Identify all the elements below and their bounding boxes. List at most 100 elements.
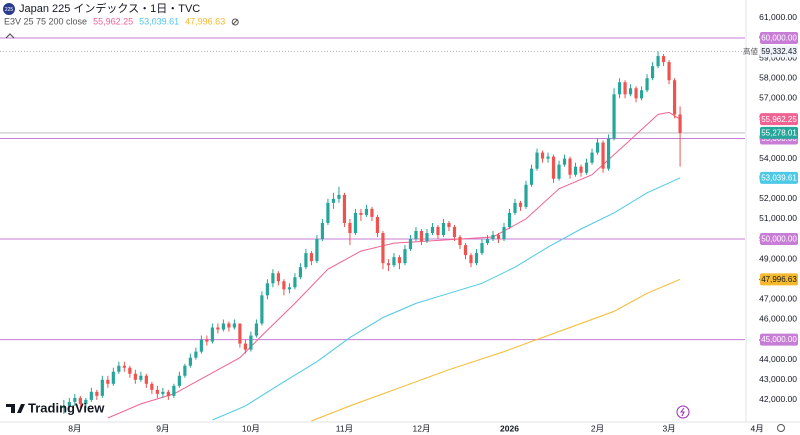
candle-body [276,273,281,282]
candle-body [579,166,583,173]
candle-body [298,267,303,278]
candle-body [95,391,99,396]
candle-body [243,343,247,350]
candle-body [353,212,358,234]
candle-body [111,371,115,384]
candle-body [359,212,363,215]
y-tick-label: 51,000.00 [759,213,797,223]
logo-text: TradingView [28,400,105,415]
chart-title[interactable]: Japan 225 インデックス・1日・TVC [19,1,200,15]
y-tick-label: 42,000.00 [759,394,797,404]
candle-body [595,142,600,153]
candle-body [144,375,148,384]
candle-body [628,88,633,95]
candle-body [584,162,589,173]
y-tick-label: 49,000.00 [759,253,797,263]
y-tick-label: 43,000.00 [759,374,797,384]
candle-body [375,216,380,234]
high-label: 59,332.43 [761,47,797,56]
moving-average-line [212,177,681,421]
study-value: 47,996.63 [185,16,225,26]
price-tags: 60,000.0055,000.0050,000.0045,000.0055,9… [743,31,798,346]
x-tick-label: 4月 [750,423,763,433]
candle-body [480,243,484,254]
y-tick-label: 54,000.00 [759,153,797,163]
candle-body [645,78,649,91]
candle-body [485,239,490,244]
candle-body [414,231,418,240]
candle-body [590,152,594,163]
candle-body [133,373,137,380]
candle-body [491,235,495,240]
candle-body [78,397,82,404]
candle-body [254,323,259,336]
candle-body [447,222,451,227]
candle-body [469,255,473,264]
study-label[interactable]: E3V 25 75 200 close [4,16,87,26]
hide-button[interactable] [231,18,239,26]
candle-body [634,88,638,99]
study-value: 53,039.61 [139,16,179,26]
candle-body [221,323,225,330]
hide-button-slash [232,19,239,25]
candle-body [546,156,550,159]
candle-body [331,198,336,203]
candle-body [67,401,71,406]
candle-body [117,365,121,372]
candle-body [650,66,655,79]
candle-body [161,391,165,394]
candle-body [348,222,352,234]
candle-body [326,202,330,223]
alert-button[interactable] [676,405,690,419]
candle-body [535,152,539,169]
settings-button[interactable] [777,424,785,432]
candle-body [194,351,198,358]
candle-body [150,383,154,390]
candle-body [617,82,622,95]
candle-body [287,287,292,290]
candle-body [62,405,66,408]
candle-body [249,335,253,350]
candle-body [551,156,556,179]
candle-body [524,184,528,207]
candle-body [408,239,413,250]
candle-body [672,80,677,115]
candle-body [342,194,347,223]
candle-body [474,253,479,264]
candle-body [573,166,578,175]
candle-body [73,397,77,402]
level-label-bg [760,333,798,346]
candle-body [441,222,446,236]
candle-body [656,56,660,67]
candle-body [562,158,567,165]
candle-body [419,231,424,242]
x-tick-label: 3月 [662,423,675,433]
candle-body [557,164,561,179]
x-tick-label: 8月 [68,423,81,433]
symbol-icon[interactable] [3,3,15,15]
candle-body [84,399,88,404]
candle-body [309,253,314,262]
candle-body [623,82,627,95]
study-values: 55,962.25 53,039.61 47,996.63 [93,16,239,26]
candle-body [381,233,385,264]
watermark: TradingView [6,400,105,415]
level-label: 45,000.00 [761,335,797,344]
candle-body [513,202,517,213]
candle-body [518,202,523,207]
candle-body [540,152,545,159]
last-price-label: 55,278.01 [761,129,797,138]
ma-value-label: 47,996.63 [761,275,797,284]
y-tick-label: 44,000.00 [759,354,797,364]
candle-body [166,391,170,396]
collapse-button[interactable] [5,33,15,39]
level-label: 60,000.00 [761,34,797,43]
candle-body [425,233,429,242]
candle-body [606,138,611,169]
candle-body [667,62,671,81]
candle-body [177,375,181,386]
candle-body [128,367,132,374]
y-tick-label: 46,000.00 [759,314,797,324]
